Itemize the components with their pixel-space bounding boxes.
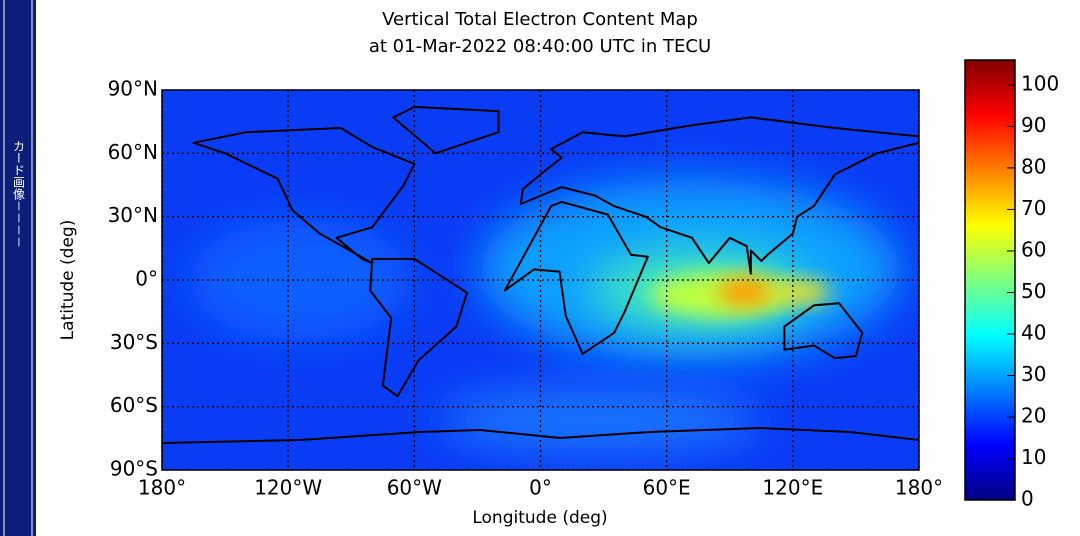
x-tick-label: 0° bbox=[529, 476, 552, 500]
y-tick-label: 0° bbox=[135, 267, 158, 291]
colorbar bbox=[964, 59, 1016, 501]
x-tick-label: 180° bbox=[895, 476, 943, 500]
x-tick-label: 120°W bbox=[254, 476, 322, 500]
chart-title: Vertical Total Electron Content Map bbox=[382, 9, 698, 30]
colorbar-tick-label: 20 bbox=[1021, 403, 1046, 427]
colorbar-tick-label: 0 bbox=[1021, 487, 1034, 511]
colorbar-tick-label: 10 bbox=[1021, 445, 1046, 469]
x-tick-label: 120°E bbox=[762, 476, 823, 500]
sidebar bbox=[0, 0, 36, 536]
colorbar-tick-label: 40 bbox=[1021, 320, 1046, 344]
plot-frame bbox=[161, 89, 920, 471]
y-axis-label: Latitude (deg) bbox=[58, 220, 78, 341]
x-tick-label: 60°W bbox=[387, 476, 442, 500]
y-tick-label: 30°N bbox=[108, 203, 158, 227]
colorbar-tick-label: 100 bbox=[1021, 71, 1059, 95]
x-axis-label: Longitude (deg) bbox=[472, 508, 607, 528]
y-tick-label: 90°N bbox=[108, 77, 158, 101]
y-tick-label: 60°S bbox=[110, 393, 158, 417]
y-tick-label: 60°N bbox=[108, 140, 158, 164]
colorbar-tick-label: 90 bbox=[1021, 113, 1046, 137]
colorbar-tick-label: 50 bbox=[1021, 279, 1046, 303]
y-tick-label: 90°S bbox=[110, 457, 158, 481]
y-tick-label: 30°S bbox=[110, 330, 158, 354]
x-tick-label: 180° bbox=[138, 476, 186, 500]
colorbar-tick-label: 70 bbox=[1021, 196, 1046, 220]
sidebar-label[interactable]: カード画像－－－－ bbox=[12, 140, 26, 248]
colorbar-tick-label: 60 bbox=[1021, 237, 1046, 261]
colorbar-tick-label: 30 bbox=[1021, 362, 1046, 386]
colorbar-tick-label: 80 bbox=[1021, 154, 1046, 178]
chart-subtitle: at 01-Mar-2022 08:40:00 UTC in TECU bbox=[369, 36, 711, 57]
x-tick-label: 60°E bbox=[643, 476, 691, 500]
